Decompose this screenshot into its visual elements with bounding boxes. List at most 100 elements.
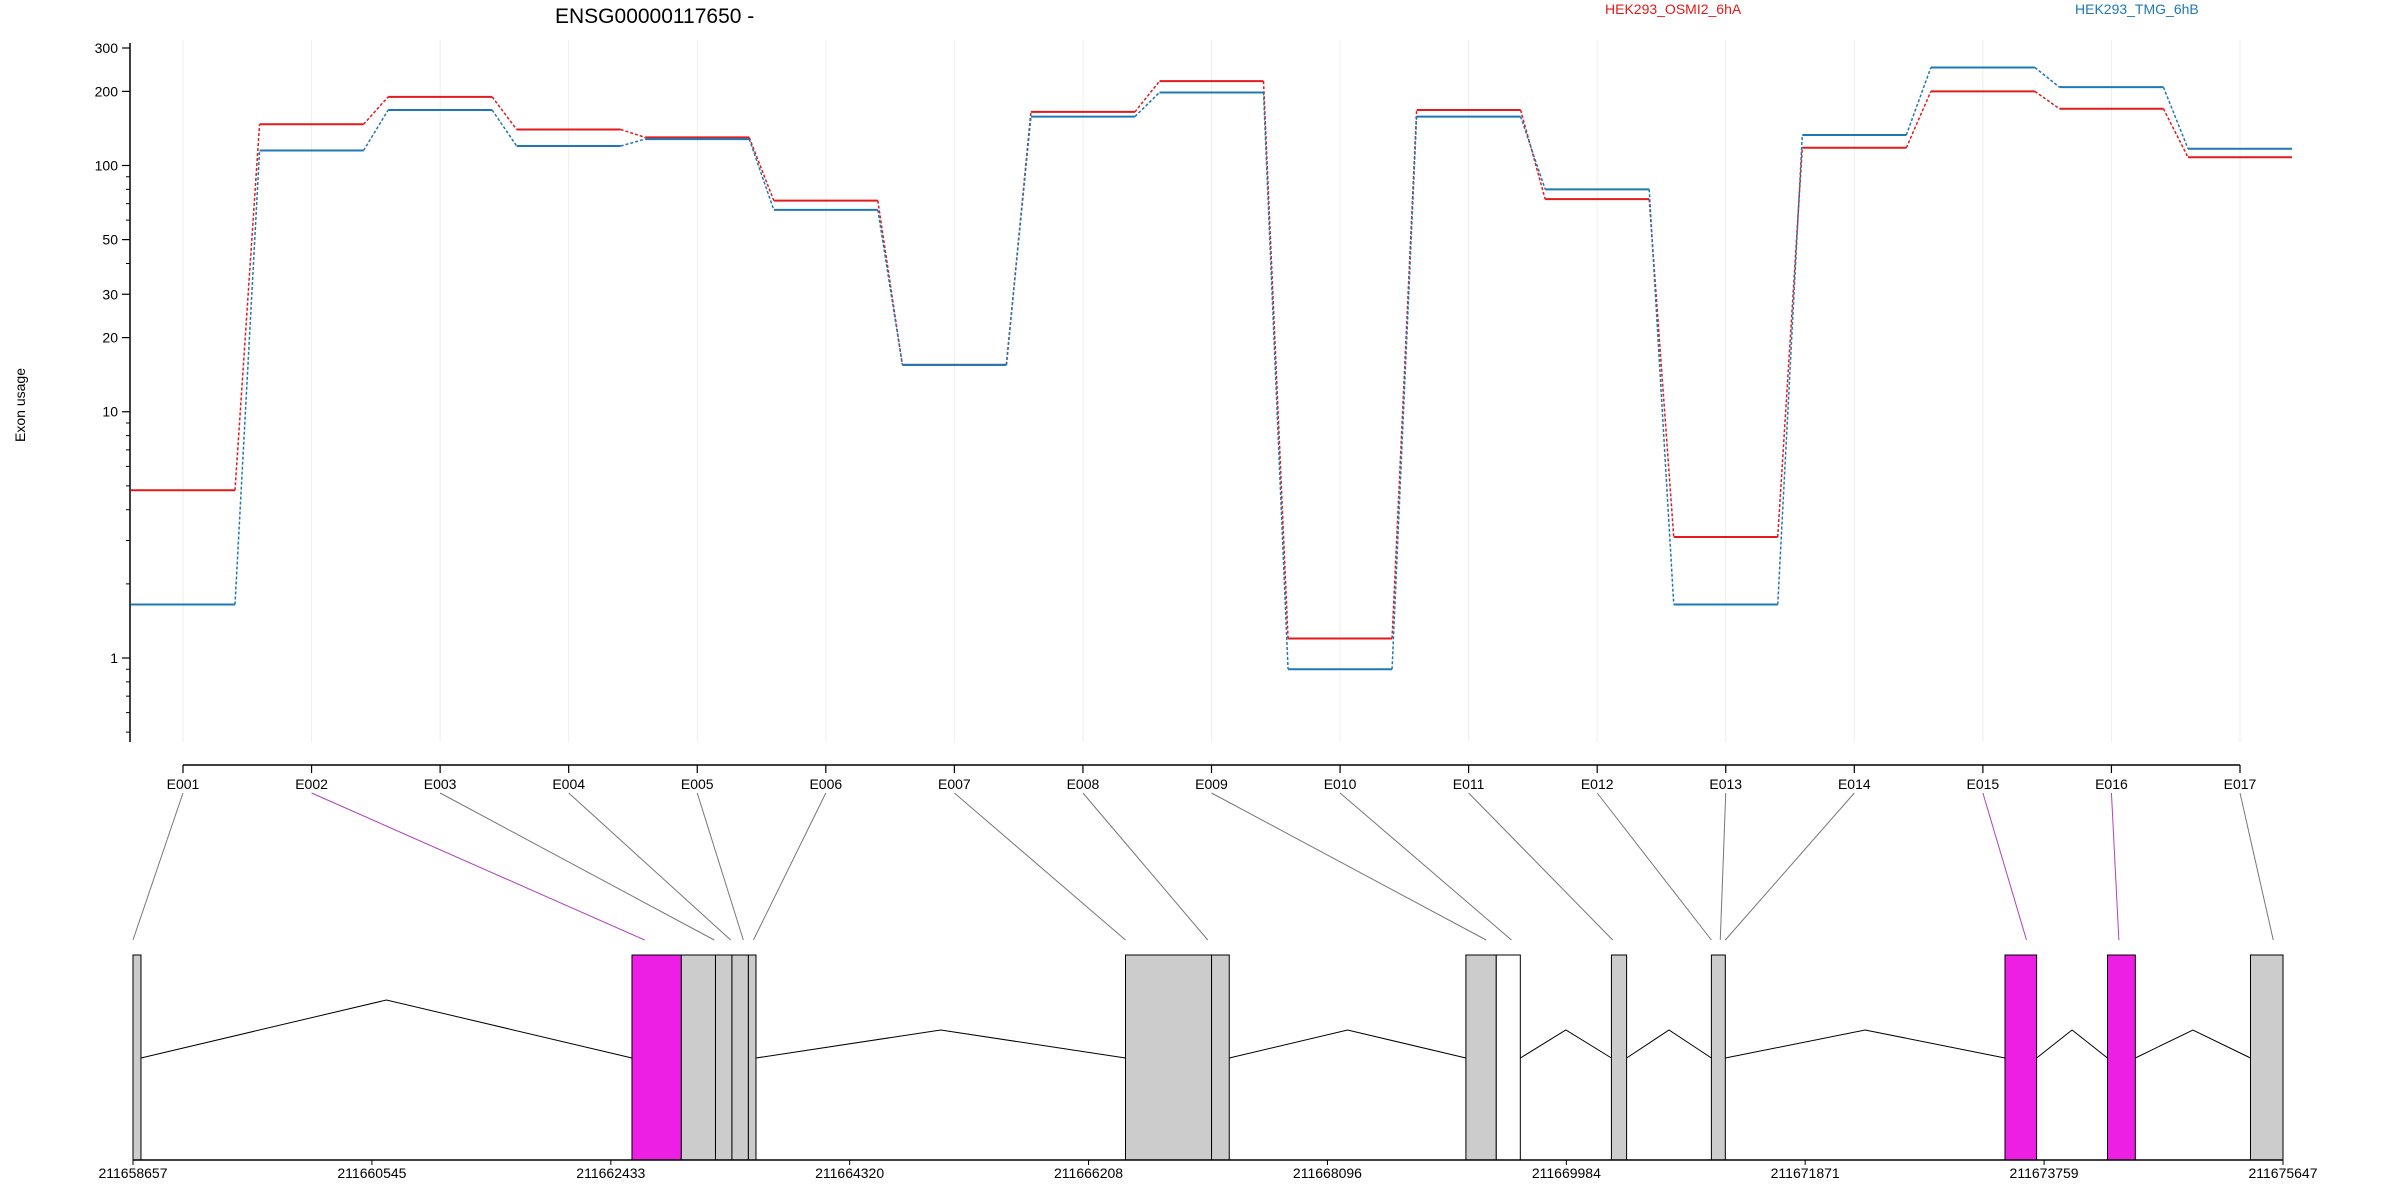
series-tmg-connector bbox=[620, 138, 646, 147]
series-tmg-connector bbox=[2034, 66, 2060, 88]
legend-entry-osmi2: HEK293_OSMI2_6hA bbox=[1605, 1, 1742, 17]
coord-tick-label-211662433: 211662433 bbox=[576, 1165, 645, 1181]
connector-e009 bbox=[1211, 792, 1487, 941]
intron-line bbox=[2135, 1029, 2251, 1059]
exon-box bbox=[680, 954, 716, 1161]
intron-line bbox=[1626, 1029, 1712, 1059]
genomic-coordinate-axis: 211658657 211660545 211662433 211664320 2116… bbox=[98, 1159, 2318, 1181]
intron-line bbox=[140, 999, 633, 1059]
series-tmg-connector bbox=[1391, 116, 1418, 670]
y-tick-label-1: 1 bbox=[110, 650, 118, 666]
intron-line bbox=[755, 1029, 1126, 1059]
intron-line bbox=[1725, 1029, 2006, 1059]
connector-e003 bbox=[439, 792, 715, 941]
series-tmg-connector bbox=[362, 109, 389, 151]
series-osmi2-connector bbox=[748, 137, 775, 201]
connector-e001 bbox=[132, 792, 184, 941]
x-tick-label-e007: E007 bbox=[938, 776, 971, 792]
x-tick-label-e006: E006 bbox=[809, 776, 842, 792]
connector-e011 bbox=[1468, 792, 1614, 941]
coord-tick-label-211675647: 211675647 bbox=[2248, 1165, 2317, 1181]
y-tick-label-10: 10 bbox=[102, 404, 118, 420]
series-tmg-connector bbox=[1648, 189, 1675, 605]
connector-e016 bbox=[2110, 792, 2120, 941]
series-tmg-connector bbox=[1005, 116, 1032, 365]
x-axis: E001 E002 E003 E004 E005 E006 E007 E008 E009 E010… bbox=[167, 764, 2257, 792]
coord-tick-label-211666208: 211666208 bbox=[1054, 1165, 1123, 1181]
y-tick-label-300: 300 bbox=[95, 40, 119, 56]
series-osmi2-connector bbox=[1519, 109, 1546, 200]
y-tick-label-200: 200 bbox=[95, 83, 119, 99]
series-tmg-connector bbox=[1777, 134, 1804, 605]
coord-tick-label-211658657: 211658657 bbox=[98, 1165, 167, 1181]
connector-e006 bbox=[753, 792, 827, 941]
series-osmi2-connector bbox=[620, 128, 646, 139]
x-tick-label-e001: E001 bbox=[167, 776, 200, 792]
exon-box bbox=[1211, 954, 1230, 1161]
series-tmg-connector bbox=[1519, 116, 1546, 190]
series-tmg-connector bbox=[1134, 91, 1161, 118]
series-osmi2-connector bbox=[2162, 108, 2189, 158]
connector-e013 bbox=[1719, 792, 1727, 941]
intron-line bbox=[2036, 1029, 2108, 1059]
x-tick-label-e010: E010 bbox=[1324, 776, 1357, 792]
exon-box bbox=[1710, 954, 1726, 1161]
x-tick-label-e009: E009 bbox=[1195, 776, 1228, 792]
legend-entry-tmg: HEK293_TMG_6hB bbox=[2075, 1, 2199, 17]
series-osmi2-connector bbox=[234, 124, 261, 491]
y-tick-label-20: 20 bbox=[102, 330, 118, 346]
exon-box bbox=[747, 954, 757, 1161]
connector-e007 bbox=[954, 792, 1126, 941]
x-tick-label-e013: E013 bbox=[1709, 776, 1742, 792]
series-osmi2-connector bbox=[2034, 90, 2060, 110]
connector-e017 bbox=[2239, 792, 2274, 941]
series-tmg-connector bbox=[491, 109, 518, 147]
grid-lines bbox=[182, 40, 2241, 742]
y-tick-label-30: 30 bbox=[102, 286, 118, 302]
connector-e002 bbox=[311, 792, 645, 941]
coord-tick-label-211664320: 211664320 bbox=[815, 1165, 884, 1181]
exon-connectors bbox=[132, 792, 2274, 941]
gene-model bbox=[132, 954, 2284, 1161]
x-tick-label-e012: E012 bbox=[1581, 776, 1614, 792]
coord-tick-label-211671871: 211671871 bbox=[1771, 1165, 1840, 1181]
exon-box bbox=[1495, 954, 1521, 1161]
series-tmg-connector bbox=[2162, 86, 2189, 149]
coord-tick-label-211669984: 211669984 bbox=[1532, 1165, 1601, 1181]
y-axis: 1 10 20 30 50 100 200 300 bbox=[95, 40, 131, 742]
exon-box bbox=[1610, 954, 1628, 1161]
coord-tick-label-211668096: 211668096 bbox=[1293, 1165, 1362, 1181]
series-osmi2-connector bbox=[363, 96, 389, 125]
series-tmg-connector bbox=[748, 138, 775, 211]
coord-tick-label-211660545: 211660545 bbox=[337, 1165, 406, 1181]
intron-line bbox=[1520, 1029, 1612, 1059]
exon-box-highlighted bbox=[631, 954, 682, 1161]
series-osmi2-connector bbox=[1777, 147, 1804, 538]
connector-e010 bbox=[1339, 792, 1512, 941]
exon-box bbox=[2249, 954, 2284, 1161]
x-tick-label-e008: E008 bbox=[1067, 776, 1100, 792]
series-tmg-connector bbox=[1905, 67, 1932, 136]
exon-box bbox=[132, 954, 142, 1161]
x-tick-label-e002: E002 bbox=[295, 776, 328, 792]
exon-box bbox=[731, 954, 749, 1161]
connector-e014 bbox=[1724, 792, 1855, 941]
y-tick-label-50: 50 bbox=[102, 232, 118, 248]
x-tick-label-e003: E003 bbox=[424, 776, 457, 792]
intron-line bbox=[1229, 1029, 1467, 1059]
x-tick-label-e016: E016 bbox=[2095, 776, 2128, 792]
x-tick-label-e017: E017 bbox=[2224, 776, 2257, 792]
exon-box bbox=[1124, 954, 1213, 1161]
chart-title: ENSG00000117650 - bbox=[555, 5, 754, 28]
series-osmi2-connector bbox=[491, 96, 518, 130]
y-axis-label: Exon usage bbox=[12, 368, 28, 442]
exon-box bbox=[714, 954, 733, 1161]
series-lines bbox=[131, 66, 2292, 671]
coord-tick-label-211673759: 211673759 bbox=[2010, 1165, 2079, 1181]
connector-e005 bbox=[696, 792, 744, 941]
x-tick-label-e004: E004 bbox=[552, 776, 585, 792]
series-osmi2-connector bbox=[1134, 80, 1161, 113]
connector-e015 bbox=[1982, 792, 2027, 941]
exon-box-highlighted bbox=[2106, 954, 2136, 1161]
